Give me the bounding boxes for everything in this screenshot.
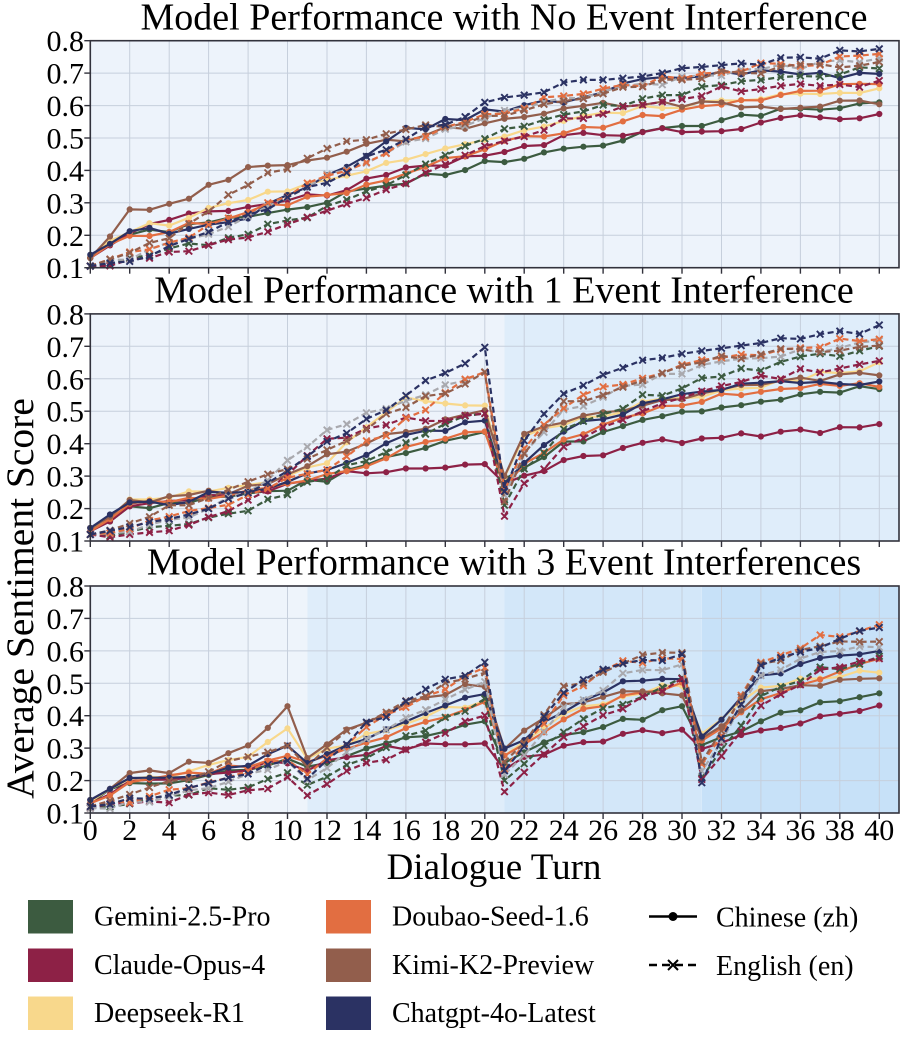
svg-text:Model Performance with 3 Event: Model Performance with 3 Event Interfere…: [147, 542, 861, 584]
svg-text:0.2: 0.2: [47, 765, 85, 798]
svg-text:0.5: 0.5: [47, 396, 85, 429]
svg-text:Dialogue Turn: Dialogue Turn: [387, 847, 602, 888]
svg-text:0.4: 0.4: [47, 428, 85, 461]
svg-text:Gemini-2.5-Pro: Gemini-2.5-Pro: [94, 902, 271, 933]
svg-text:Chatgpt-4o-Latest: Chatgpt-4o-Latest: [392, 998, 596, 1029]
svg-text:Deepseek-R1: Deepseek-R1: [94, 998, 245, 1029]
svg-text:32: 32: [707, 814, 737, 847]
svg-text:0.6: 0.6: [47, 635, 85, 668]
svg-text:0.5: 0.5: [47, 123, 85, 156]
svg-text:0.3: 0.3: [47, 461, 85, 494]
svg-text:0.7: 0.7: [47, 603, 85, 636]
svg-text:Model Performance with 1 Event: Model Performance with 1 Event Interfere…: [154, 270, 854, 312]
svg-text:Chinese (zh): Chinese (zh): [716, 903, 858, 934]
svg-text:English (en): English (en): [716, 951, 854, 982]
svg-text:2: 2: [122, 814, 137, 847]
svg-text:34: 34: [746, 814, 776, 847]
svg-text:40: 40: [864, 814, 894, 847]
svg-text:0.1: 0.1: [47, 252, 85, 285]
svg-text:6: 6: [201, 814, 216, 847]
svg-text:36: 36: [785, 814, 815, 847]
svg-text:0.7: 0.7: [47, 58, 85, 91]
svg-text:20: 20: [470, 814, 500, 847]
svg-text:0.4: 0.4: [47, 700, 85, 733]
svg-text:Kimi-K2-Preview: Kimi-K2-Preview: [392, 950, 595, 981]
svg-text:0.1: 0.1: [47, 526, 85, 559]
svg-text:10: 10: [273, 814, 303, 847]
svg-text:0.1: 0.1: [47, 798, 85, 831]
svg-text:0.8: 0.8: [47, 25, 85, 58]
svg-text:12: 12: [312, 814, 342, 847]
svg-text:4: 4: [162, 814, 177, 847]
svg-text:Claude-Opus-4: Claude-Opus-4: [94, 950, 265, 981]
svg-text:Doubao-Seed-1.6: Doubao-Seed-1.6: [392, 902, 589, 933]
svg-text:14: 14: [351, 814, 381, 847]
svg-text:0.4: 0.4: [47, 155, 85, 188]
svg-text:38: 38: [825, 814, 855, 847]
svg-text:18: 18: [430, 814, 460, 847]
svg-text:16: 16: [391, 814, 421, 847]
svg-text:0.3: 0.3: [47, 187, 85, 220]
svg-text:0.6: 0.6: [47, 363, 85, 396]
svg-text:0.3: 0.3: [47, 733, 85, 766]
svg-text:24: 24: [549, 814, 579, 847]
svg-text:0.5: 0.5: [47, 668, 85, 701]
svg-text:0.2: 0.2: [47, 220, 85, 253]
svg-text:0.8: 0.8: [47, 298, 85, 331]
svg-text:8: 8: [241, 814, 256, 847]
svg-text:28: 28: [628, 814, 658, 847]
svg-text:0.2: 0.2: [47, 493, 85, 526]
svg-text:Average Sentiment Score: Average Sentiment Score: [0, 398, 42, 799]
svg-text:Model Performance with No Even: Model Performance with No Event Interfer…: [141, 0, 868, 39]
svg-text:0: 0: [83, 814, 98, 847]
svg-text:30: 30: [667, 814, 697, 847]
svg-text:26: 26: [588, 814, 618, 847]
svg-text:0.8: 0.8: [47, 571, 85, 604]
svg-text:0.7: 0.7: [47, 331, 85, 364]
svg-text:0.6: 0.6: [47, 90, 85, 123]
svg-text:22: 22: [509, 814, 539, 847]
